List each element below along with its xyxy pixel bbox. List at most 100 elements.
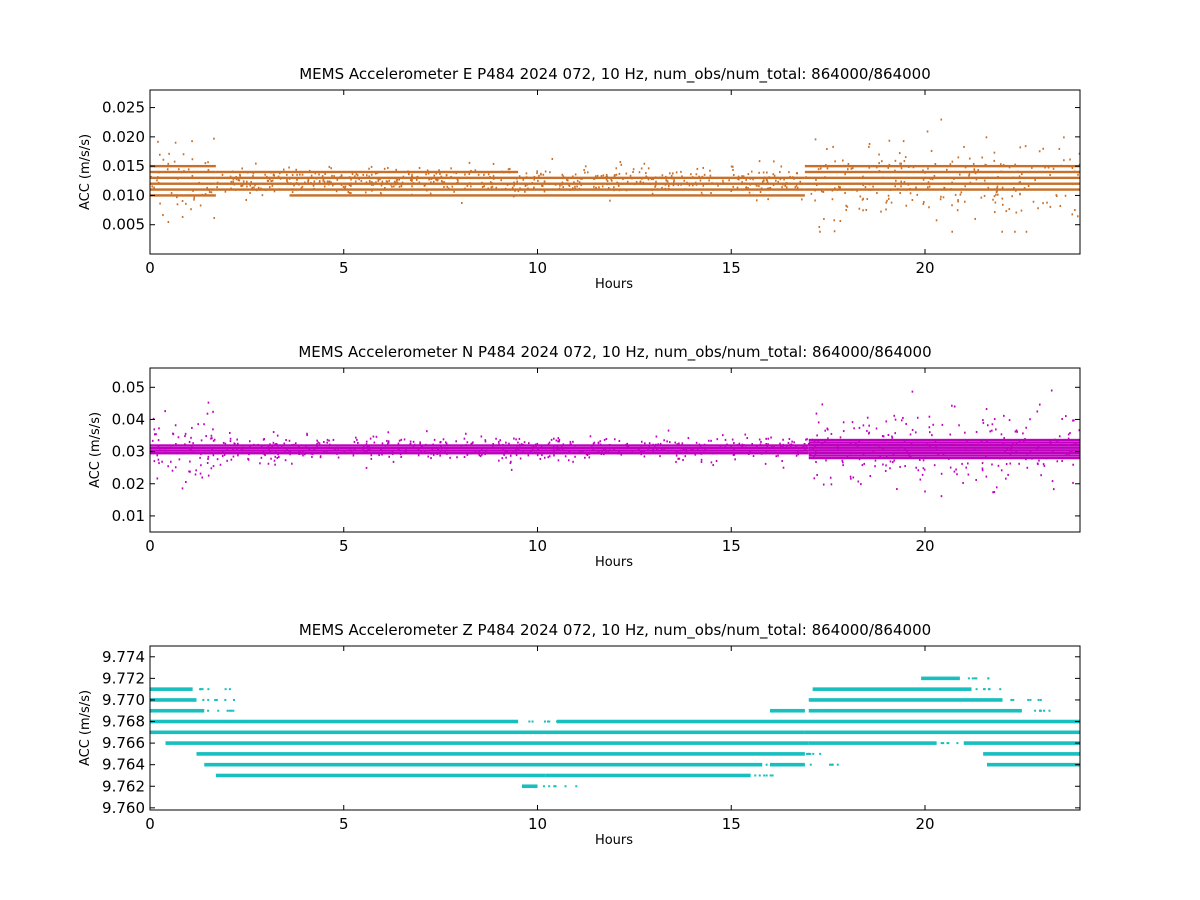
data-point — [643, 162, 646, 165]
data-point — [972, 162, 975, 165]
data-point — [770, 445, 773, 448]
data-point — [833, 187, 836, 190]
data-point — [193, 451, 195, 454]
data-point — [652, 451, 655, 454]
data-point — [773, 445, 775, 448]
data-point — [780, 763, 783, 766]
data-point — [1001, 203, 1004, 206]
data-point — [388, 455, 391, 458]
data-point — [435, 172, 438, 175]
data-point — [157, 458, 160, 461]
data-point — [318, 442, 321, 445]
data-point — [993, 418, 996, 421]
data-point — [601, 451, 603, 454]
data-point — [618, 172, 621, 175]
data-point — [703, 451, 706, 454]
data-point — [350, 178, 352, 181]
data-point — [1018, 462, 1020, 465]
data-point — [922, 202, 925, 205]
data-point — [224, 698, 227, 701]
data-point — [273, 174, 275, 177]
data-point — [517, 441, 519, 444]
data-point — [653, 446, 656, 449]
data-point — [230, 709, 233, 712]
data-point — [839, 219, 842, 222]
data-point — [588, 456, 591, 459]
data-point — [167, 465, 169, 468]
data-point — [538, 174, 540, 177]
data-point — [1026, 466, 1029, 469]
data-point — [692, 176, 694, 179]
data-point — [400, 438, 403, 441]
data-point — [354, 175, 356, 178]
data-point — [490, 181, 493, 184]
data-point — [207, 474, 210, 477]
data-point — [839, 731, 842, 734]
data-point — [261, 194, 264, 197]
data-point — [398, 185, 401, 188]
data-point — [600, 175, 603, 178]
data-point — [553, 447, 555, 450]
data-point — [732, 174, 735, 177]
data-point — [1045, 457, 1048, 460]
data-point — [981, 467, 984, 470]
data-point — [560, 444, 563, 447]
data-point — [784, 183, 787, 186]
data-point — [904, 448, 906, 451]
data-point — [824, 731, 827, 734]
data-point — [894, 169, 896, 172]
data-point — [632, 168, 635, 171]
data-point — [625, 189, 628, 192]
data-point — [1001, 186, 1004, 189]
data-point — [779, 178, 782, 181]
data-point — [709, 174, 712, 177]
data-point — [498, 459, 500, 462]
data-band — [215, 182, 290, 185]
data-point — [793, 441, 795, 444]
data-point — [159, 202, 161, 205]
data-point — [685, 449, 688, 452]
data-point — [492, 175, 495, 178]
data-point — [683, 179, 686, 182]
data-point — [707, 439, 710, 442]
data-point — [268, 449, 271, 452]
data-point — [994, 201, 997, 204]
data-point — [645, 176, 648, 179]
data-point — [408, 173, 410, 176]
data-point — [680, 170, 682, 173]
data-point — [758, 774, 761, 777]
data-point — [846, 455, 849, 458]
data-point — [379, 178, 381, 181]
data-point — [945, 168, 948, 171]
data-point — [817, 440, 819, 443]
data-point — [699, 446, 702, 449]
data-point — [216, 186, 218, 189]
data-point — [551, 157, 554, 160]
data-point — [766, 187, 769, 190]
data-point — [181, 215, 184, 218]
data-point — [1013, 187, 1015, 190]
data-point — [928, 426, 931, 429]
data-point — [916, 416, 919, 419]
data-point — [593, 178, 595, 181]
data-point — [464, 173, 466, 176]
data-band — [963, 741, 1080, 745]
data-point — [286, 181, 289, 184]
data-point — [500, 179, 502, 182]
data-point — [259, 462, 261, 465]
data-point — [347, 447, 349, 450]
data-point — [860, 483, 862, 486]
data-point — [350, 192, 352, 195]
data-point — [965, 466, 968, 469]
data-point — [371, 181, 373, 184]
data-point — [850, 477, 852, 480]
data-point — [754, 183, 757, 186]
data-point — [793, 177, 795, 180]
data-point — [695, 173, 698, 176]
data-point — [785, 446, 788, 449]
data-point — [345, 452, 347, 455]
data-point — [366, 446, 369, 449]
data-point — [607, 186, 610, 189]
data-point — [754, 774, 757, 777]
data-point — [197, 423, 199, 426]
